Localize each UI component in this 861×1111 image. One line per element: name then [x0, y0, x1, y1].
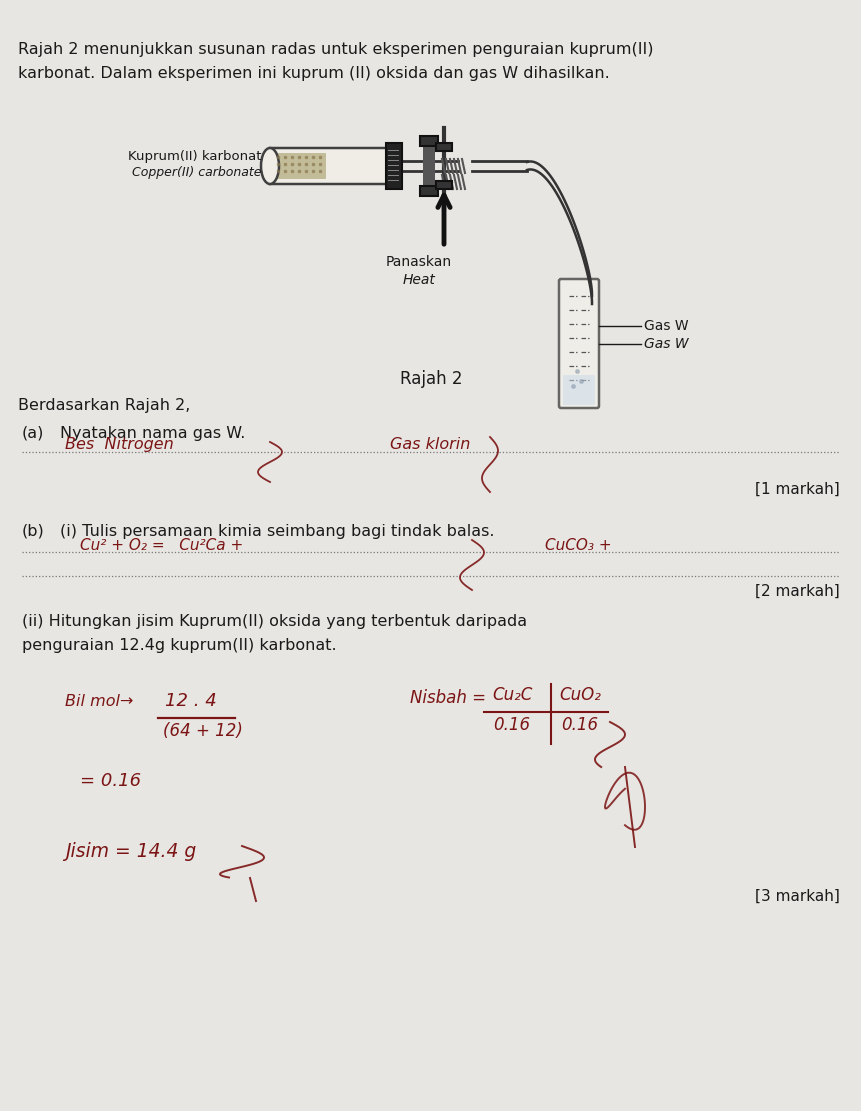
Text: Heat: Heat: [402, 273, 435, 287]
Text: Cu² + O₂ =   Cu²Ca +: Cu² + O₂ = Cu²Ca +: [80, 538, 243, 553]
Text: penguraian 12.4g kuprum(II) karbonat.: penguraian 12.4g kuprum(II) karbonat.: [22, 638, 337, 653]
Text: [3 markah]: [3 markah]: [754, 889, 839, 904]
Text: [2 markah]: [2 markah]: [754, 584, 839, 599]
Bar: [436, 143, 451, 151]
Bar: [436, 181, 451, 189]
FancyBboxPatch shape: [269, 148, 389, 184]
Text: Kuprum(II) karbonat: Kuprum(II) karbonat: [128, 150, 262, 163]
Text: Gas W: Gas W: [643, 337, 688, 351]
Text: Nyatakan nama gas W.: Nyatakan nama gas W.: [60, 426, 245, 441]
Text: Gas W: Gas W: [643, 319, 688, 333]
FancyBboxPatch shape: [274, 153, 325, 179]
Text: (i) Tulis persamaan kimia seimbang bagi tindak balas.: (i) Tulis persamaan kimia seimbang bagi …: [60, 524, 494, 539]
Text: (b): (b): [22, 524, 45, 539]
Bar: [386, 143, 401, 189]
Text: = 0.16: = 0.16: [80, 772, 141, 790]
Bar: [419, 136, 437, 146]
Text: Copper(II) carbonate: Copper(II) carbonate: [133, 166, 262, 179]
Text: (ii) Hitungkan jisim Kuprum(II) oksida yang terbentuk daripada: (ii) Hitungkan jisim Kuprum(II) oksida y…: [22, 614, 527, 629]
Text: (a): (a): [22, 426, 44, 441]
Text: (64 + 12): (64 + 12): [163, 722, 243, 740]
Text: Cu₂C: Cu₂C: [492, 685, 531, 704]
Bar: [423, 146, 435, 186]
Text: Jisim = 14.4 g: Jisim = 14.4 g: [65, 842, 196, 861]
Text: [1 markah]: [1 markah]: [754, 482, 839, 497]
Text: Rajah 2 menunjukkan susunan radas untuk eksperimen penguraian kuprum(II): Rajah 2 menunjukkan susunan radas untuk …: [18, 42, 653, 57]
Text: Berdasarkan Rajah 2,: Berdasarkan Rajah 2,: [18, 398, 190, 413]
Text: CuCO₃ +: CuCO₃ +: [544, 538, 611, 553]
Text: Nisbah =: Nisbah =: [410, 689, 486, 707]
Text: Bes  Nitrogen: Bes Nitrogen: [65, 437, 174, 452]
Text: 12 . 4: 12 . 4: [164, 692, 216, 710]
Text: karbonat. Dalam eksperimen ini kuprum (II) oksida dan gas W dihasilkan.: karbonat. Dalam eksperimen ini kuprum (I…: [18, 66, 609, 81]
Text: 0.16: 0.16: [561, 715, 598, 734]
Text: Panaskan: Panaskan: [386, 256, 451, 269]
Bar: [419, 186, 437, 196]
FancyBboxPatch shape: [562, 376, 594, 406]
Text: Gas klorin: Gas klorin: [389, 437, 470, 452]
Text: CuO₂: CuO₂: [559, 685, 600, 704]
FancyBboxPatch shape: [558, 279, 598, 408]
Text: Bil mol→: Bil mol→: [65, 694, 133, 709]
Ellipse shape: [261, 148, 279, 184]
Text: 0.16: 0.16: [492, 715, 530, 734]
Text: Rajah 2: Rajah 2: [400, 370, 461, 388]
